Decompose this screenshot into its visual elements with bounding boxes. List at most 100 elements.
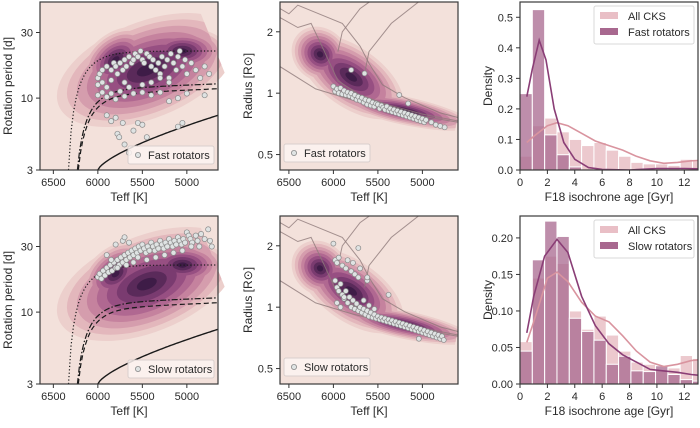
x-axis-label: Teff [K]	[110, 404, 147, 418]
histogram-bar	[593, 339, 607, 384]
histogram-bar	[679, 379, 694, 384]
axes-frame	[279, 215, 459, 385]
histogram-bar	[655, 365, 669, 384]
x-tick-label: 5500	[130, 177, 154, 189]
data-point	[130, 259, 137, 266]
y-tick-label: 1	[267, 302, 273, 314]
data-point	[192, 67, 199, 73]
y-tick-label: 0.5	[258, 150, 273, 162]
data-point	[114, 70, 121, 77]
panel-slow-prot: 6500 6000 5500 5000 3 10 30 Teff [K] Rotation pe…	[1, 215, 237, 418]
data-point	[155, 60, 162, 66]
histogram-bar	[630, 370, 644, 384]
legend-box	[593, 219, 695, 259]
histogram-bar	[605, 149, 620, 170]
data-point	[99, 79, 106, 86]
data-point	[405, 100, 412, 107]
data-point	[167, 50, 174, 57]
gyro-curve-dashed	[77, 88, 218, 170]
data-point	[126, 239, 132, 246]
data-point	[366, 302, 372, 309]
legend-marker	[134, 151, 141, 158]
data-point	[182, 239, 189, 246]
isochrone-line	[280, 17, 458, 122]
panel-fast-radius: 6500 6000 5500 5000 0.5 1 2 Teff [K] Radius [R⊙]…	[241, 1, 474, 204]
data-point	[116, 134, 123, 141]
data-point	[441, 124, 448, 131]
data-point	[205, 226, 212, 233]
data-point	[161, 252, 168, 258]
histogram-bar	[581, 330, 595, 384]
histogram-bar	[642, 371, 657, 384]
y-tick-label: 0.15	[492, 269, 513, 281]
kde-contour-level	[177, 262, 188, 268]
x-tick-label: 6500	[41, 391, 65, 403]
data-point	[355, 245, 362, 251]
data-point	[396, 92, 403, 98]
data-point	[117, 60, 124, 66]
legend-label: Slow rotators	[304, 362, 369, 374]
legend-marker	[290, 149, 297, 156]
kde-line	[526, 121, 698, 165]
y-tick-label: 0.1	[498, 134, 513, 146]
data-point	[157, 75, 164, 81]
data-point	[415, 335, 422, 342]
gyro-curve-solid	[97, 114, 218, 170]
data-point	[351, 271, 358, 278]
data-point	[170, 249, 177, 256]
axes-frame	[519, 1, 699, 171]
data-point	[176, 48, 183, 54]
x-tick-label: 5500	[366, 177, 390, 189]
data-point	[130, 90, 137, 97]
data-point	[103, 252, 110, 258]
histogram-bar	[556, 154, 570, 170]
axes-frame	[519, 215, 699, 385]
gyro-curve-dotted	[67, 264, 218, 384]
x-axis-label: F18 isochrone age [Gyr]	[545, 190, 674, 204]
x-tick-label: 2	[544, 177, 550, 189]
y-tick-label: 0.0	[498, 165, 513, 177]
data-point	[158, 53, 165, 60]
data-point	[130, 127, 137, 134]
data-point	[207, 237, 213, 244]
x-tick-label: 4	[572, 391, 578, 403]
kde-contour-level	[345, 72, 357, 82]
data-point	[337, 281, 344, 287]
x-axis-label: F18 isochrone age [Gyr]	[545, 404, 674, 418]
data-point	[121, 93, 128, 100]
data-point	[332, 277, 339, 284]
x-tick-label: 10	[651, 391, 663, 403]
legend-box	[127, 359, 215, 379]
y-tick-label: 0.5	[258, 364, 273, 376]
data-point	[152, 254, 159, 261]
histogram-bar	[618, 155, 632, 170]
legend-label: Slow rotators	[628, 241, 693, 253]
x-tick-label: 8	[626, 391, 632, 403]
legend-label: Fast rotators	[148, 150, 210, 162]
data-point	[166, 98, 172, 105]
histogram-bar	[568, 317, 583, 384]
y-tick-label: 0.5	[498, 12, 513, 24]
x-tick-label: 4	[572, 177, 578, 189]
histogram-bar	[556, 235, 570, 384]
data-point	[94, 81, 101, 88]
data-point	[108, 90, 115, 97]
data-point	[182, 56, 189, 63]
legend-swatch	[600, 226, 618, 233]
y-tick-label: 0.10	[492, 306, 513, 318]
data-point	[166, 79, 172, 86]
data-point	[337, 304, 344, 311]
x-tick-label: 5000	[410, 177, 434, 189]
x-tick-label: 5500	[130, 391, 154, 403]
isochrone-line	[280, 218, 458, 332]
legend-label: Fast rotators	[628, 27, 690, 39]
data-point	[130, 56, 137, 63]
data-point	[103, 112, 110, 119]
data-point	[423, 116, 429, 123]
y-axis-label: Radius [R⊙]	[241, 53, 255, 119]
gyro-curve-solid	[97, 328, 218, 384]
legend-label: All CKS	[628, 225, 666, 237]
panel-fast-age: 0 2 4 6 8 10 12 0.0 0.1 0.2 0.3 0.4 0.5 F18 isochrone…	[481, 1, 699, 204]
y-tick-label: 30	[21, 242, 33, 254]
data-point	[148, 92, 155, 99]
